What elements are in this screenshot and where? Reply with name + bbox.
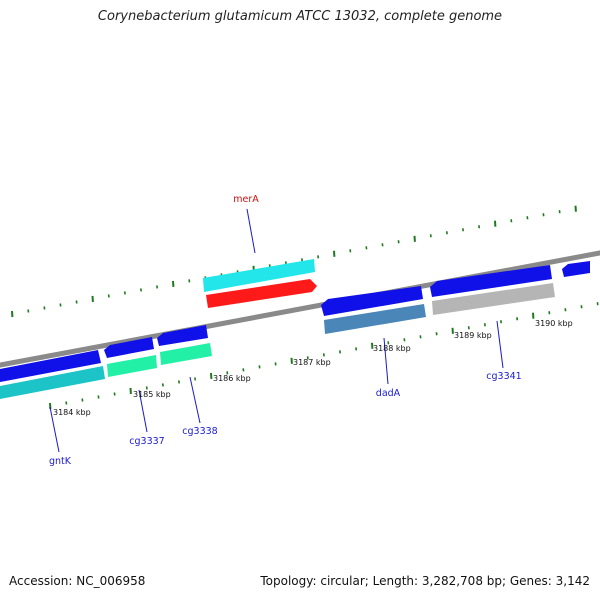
gntk-callout-line: [49, 406, 60, 453]
cg3341-cds-arrow[interactable]: [430, 265, 552, 297]
gntk-cds-arrow[interactable]: [0, 350, 101, 383]
cg3338-cds-arrow[interactable]: [157, 325, 208, 346]
mera-callout-line: [246, 208, 256, 254]
gene-label-dada[interactable]: dadA: [376, 388, 401, 399]
gene-label-gntk[interactable]: gntK: [49, 456, 72, 467]
dotted-tick-ring-inner: [49, 302, 599, 410]
tick-label-3188: 3188 kbp: [373, 344, 411, 353]
dada-gene-bar[interactable]: [324, 304, 426, 334]
dada-callout-line: [383, 337, 389, 385]
cg3337-gene-bar[interactable]: [107, 355, 157, 377]
gene-label-cg3338[interactable]: cg3338: [182, 426, 217, 437]
tick-label-3190: 3190 kbp: [535, 319, 573, 328]
tick-label-3184: 3184 kbp: [53, 408, 91, 417]
gntk-gene-bar[interactable]: [0, 366, 105, 400]
gene-label-cg3337[interactable]: cg3337: [129, 436, 164, 447]
gene-label-mera[interactable]: merA: [233, 194, 259, 205]
cg3341-callout-line: [496, 320, 504, 369]
mera-cds-arrow[interactable]: [206, 279, 317, 308]
tick-label-3187: 3187 kbp: [293, 358, 331, 367]
tick-label-3185: 3185 kbp: [133, 390, 171, 399]
accession-text: Accession: NC_006958: [9, 574, 146, 588]
map-title: Corynebacterium glutamicum ATCC 13032, c…: [97, 9, 503, 24]
mera-gene-bar[interactable]: [203, 259, 315, 292]
cg3338-callout-line: [189, 376, 201, 424]
genome-summary-text: Topology: circular; Length: 3,282,708 bp…: [260, 574, 590, 588]
genome-backbone: [0, 250, 600, 368]
tick-label-3189: 3189 kbp: [454, 331, 492, 340]
tick-label-3186: 3186 kbp: [213, 374, 251, 383]
dada-cds-arrow[interactable]: [321, 286, 423, 316]
cg3337-callout-line: [138, 389, 148, 433]
cg3341-gene-bar[interactable]: [432, 283, 555, 315]
cg3338-gene-bar[interactable]: [160, 343, 212, 365]
cg3337-cds-arrow[interactable]: [104, 337, 154, 358]
gene-label-cg3341[interactable]: cg3341: [486, 371, 521, 382]
next-cds-arrow[interactable]: [562, 261, 590, 277]
